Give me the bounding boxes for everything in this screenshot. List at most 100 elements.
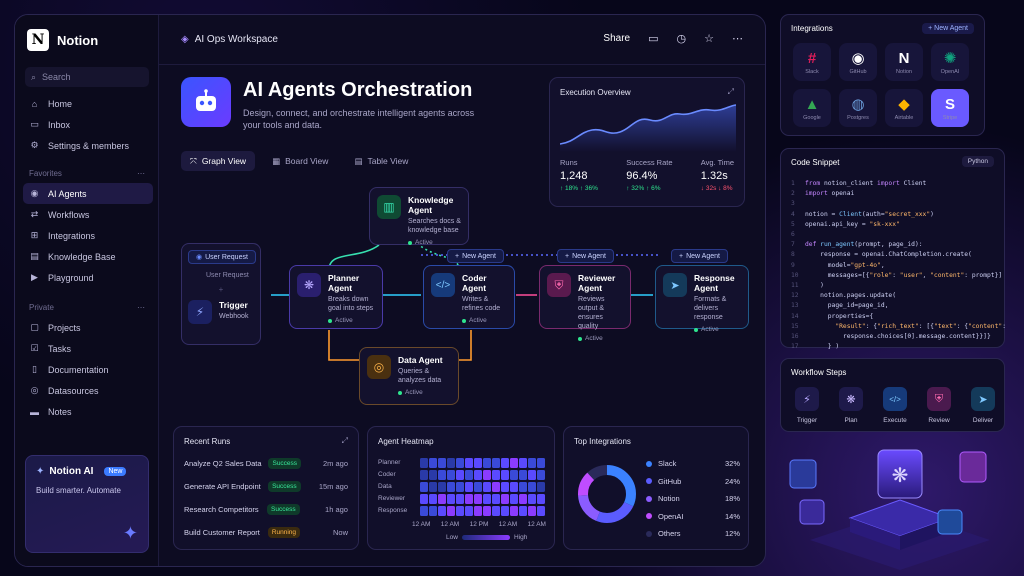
app-tile-postgres[interactable]: ◍ Postgres xyxy=(839,89,877,127)
comment-icon[interactable]: ▭ xyxy=(648,33,659,45)
workflow-step-execute[interactable]: </> Execute xyxy=(881,387,909,424)
sidebar-item-settings[interactable]: ⚙ Settings & members xyxy=(30,140,130,151)
app-tile-github[interactable]: ◉ GitHub xyxy=(839,43,877,81)
trigger-node[interactable]: ⚡ Trigger Webhook xyxy=(188,300,254,324)
heatmap-cell xyxy=(492,470,500,480)
code-snippet-panel: Code Snippet Python 1 from notion_client … xyxy=(780,148,1006,350)
workflow-step-trigger[interactable]: ⚡ Trigger xyxy=(793,387,821,424)
new-agent-chip-2[interactable]: + New Agent xyxy=(557,249,614,263)
integration-legend-item[interactable]: Notion 18% xyxy=(646,490,740,508)
table-row[interactable]: Generate API Endpoint Success 15m ago xyxy=(184,481,348,492)
heatmap-x-labels: 12 AM 12 AM 12 PM 12 AM 12 AM xyxy=(412,521,546,528)
integration-percent: 32% xyxy=(724,459,740,469)
play-icon: ▶ xyxy=(31,272,38,282)
app-tile-notion[interactable]: N Notion xyxy=(885,43,923,81)
tab-graph-view[interactable]: ⤧ Graph View xyxy=(181,151,256,171)
sidebar-item-knowledge-base[interactable]: ▤ Knowledge Base xyxy=(30,251,116,262)
brain-icon: ❋ xyxy=(839,387,863,411)
sidebar-item-notes[interactable]: ▬ Notes xyxy=(30,406,72,417)
star-icon[interactable]: ☆ xyxy=(704,33,714,45)
sidebar-item-ai-agents[interactable]: ◉ AI Agents xyxy=(23,183,153,204)
sidebar: N Notion ⌕ Search ⌂ Home ▭ Inbox ⚙ Settings… xyxy=(15,15,159,566)
integration-legend-item[interactable]: GitHub 24% xyxy=(646,473,740,491)
workflow-step-review[interactable]: ⛨ Review xyxy=(925,387,953,424)
expand-icon[interactable]: ⤢ xyxy=(727,87,734,96)
top-integrations-title: Top Integrations xyxy=(574,437,631,446)
recent-runs-title: Recent Runs xyxy=(184,437,231,446)
app-tile-stripe[interactable]: S Stripe xyxy=(931,89,969,127)
new-agent-button[interactable]: + New Agent xyxy=(922,23,974,34)
tab-board-view[interactable]: ▦ Board View xyxy=(272,155,329,167)
tab-table-view[interactable]: ▤ Table View xyxy=(354,155,409,167)
heatmap-cell xyxy=(429,494,437,504)
status-dot xyxy=(328,318,332,323)
workspace-switcher[interactable]: ◈ AI Ops Workspace xyxy=(181,34,278,45)
planner-agent-node[interactable]: ❋ Planner Agent Breaks down goal into ste… xyxy=(289,265,383,329)
heatmap-cell xyxy=(510,482,518,492)
user-request-node[interactable]: ◉ User Request User Request + ⚡ Trigger We… xyxy=(181,243,261,345)
legend-dot xyxy=(646,478,652,485)
promo-title: ✦ Notion AI New xyxy=(36,466,138,477)
new-agent-chip-3[interactable]: + New Agent xyxy=(671,249,728,263)
workflow-step-deliver[interactable]: ➤ Deliver xyxy=(969,387,997,424)
sidebar-item-datasources[interactable]: ◎ Datasources xyxy=(30,385,99,396)
brand[interactable]: N Notion xyxy=(27,29,98,51)
integration-legend-item[interactable]: Slack 32% xyxy=(646,455,740,473)
stat-runs: Runs 1,248 ↑ 18% ↑ 36% xyxy=(560,158,598,192)
heatmap-cell xyxy=(510,506,518,516)
heatmap-cell xyxy=(420,494,428,504)
heatmap-cell xyxy=(492,506,500,516)
heatmap-cell xyxy=(420,470,428,480)
workflow-step-plan[interactable]: ❋ Plan xyxy=(837,387,865,424)
promo-text: Build smarter. Automate xyxy=(36,486,121,495)
sidebar-item-workflows[interactable]: ⇄ Workflows xyxy=(30,209,90,220)
data-agent-node[interactable]: ◎ Data Agent Queries & analyzes data Activ… xyxy=(359,347,459,405)
home-icon: ⌂ xyxy=(31,98,38,109)
integration-legend-item[interactable]: OpenAI 14% xyxy=(646,508,740,526)
sidebar-item-integrations[interactable]: ⊞ Integrations xyxy=(30,230,96,241)
sidebar-item-projects[interactable]: ▢ Projects xyxy=(30,322,81,333)
table-row[interactable]: Analyze Q2 Sales Data Success 2m ago xyxy=(184,458,348,469)
notion-ai-promo[interactable]: ✦ Notion AI New Build smarter. Automate … xyxy=(25,455,149,553)
app-tile-airtable[interactable]: ◆ Airtable xyxy=(885,89,923,127)
table-row[interactable]: Build Customer Report Running Now xyxy=(184,527,348,538)
clock-icon[interactable]: ◷ xyxy=(676,33,687,45)
search-input[interactable]: ⌕ Search xyxy=(25,67,149,87)
book-icon: ▤ xyxy=(30,251,39,261)
sidebar-item-documentation[interactable]: ▯ Documentation xyxy=(23,359,153,380)
recent-runs-list: Analyze Q2 Sales Data Success 2m ago Gener… xyxy=(184,452,348,544)
heatmap-cell xyxy=(474,470,482,480)
sparkle-decoration-icon: ✦ xyxy=(122,523,138,543)
heatmap-cell xyxy=(519,458,527,468)
app-tile-slack[interactable]: # Slack xyxy=(793,43,831,81)
language-badge[interactable]: Python xyxy=(961,156,994,167)
heatmap-cell xyxy=(474,482,482,492)
integrations-panel-title: Integrations xyxy=(791,24,833,33)
expand-icon[interactable]: ⤢ xyxy=(341,436,348,445)
reviewer-agent-node[interactable]: ⛨ Reviewer Agent Reviews output & ensures… xyxy=(539,265,631,342)
step-label: Deliver xyxy=(972,417,994,424)
heatmap-cell xyxy=(456,494,464,504)
status-badge: Running xyxy=(267,527,301,538)
coder-agent-node[interactable]: </> Coder Agent Writes & refines code Acti… xyxy=(423,265,515,329)
main-content: ◈ AI Ops Workspace Share ▭ ◷ ☆ ⋯ AI Agen… xyxy=(159,15,765,566)
response-agent-node[interactable]: ➤ Response Agent Formats & delivers respo… xyxy=(655,265,749,333)
share-button[interactable]: Share xyxy=(603,33,631,44)
new-agent-chip-1[interactable]: + New Agent xyxy=(447,249,504,263)
sidebar-item-home[interactable]: ⌂ Home xyxy=(23,93,153,114)
heatmap-cell xyxy=(519,494,527,504)
app-tile-openai[interactable]: ✺ OpenAI xyxy=(931,43,969,81)
knowledge-agent-node[interactable]: ▥ Knowledge Agent Searches docs & knowled… xyxy=(369,187,469,246)
book-open-icon: ▥ xyxy=(377,195,401,219)
heatmap-cell xyxy=(510,458,518,468)
sidebar-item-playground[interactable]: ▶ Playground xyxy=(23,267,153,288)
more-options-icon[interactable]: ⋯ xyxy=(732,33,743,45)
table-row[interactable]: Research Competitors Success 1h ago xyxy=(184,504,348,515)
heatmap-row-label: Reviewer xyxy=(378,495,406,502)
app-tile-google[interactable]: ▲ Google xyxy=(793,89,831,127)
sidebar-item-tasks[interactable]: ☑ Tasks xyxy=(30,343,72,354)
sidebar-item-inbox[interactable]: ▭ Inbox xyxy=(30,119,71,130)
integrations-legend: Slack 32% GitHub 24% Notion 18% OpenAI 14% Other… xyxy=(646,455,740,543)
integration-legend-item[interactable]: Others 12% xyxy=(646,525,740,543)
graph-icon: ⤧ xyxy=(190,155,197,166)
